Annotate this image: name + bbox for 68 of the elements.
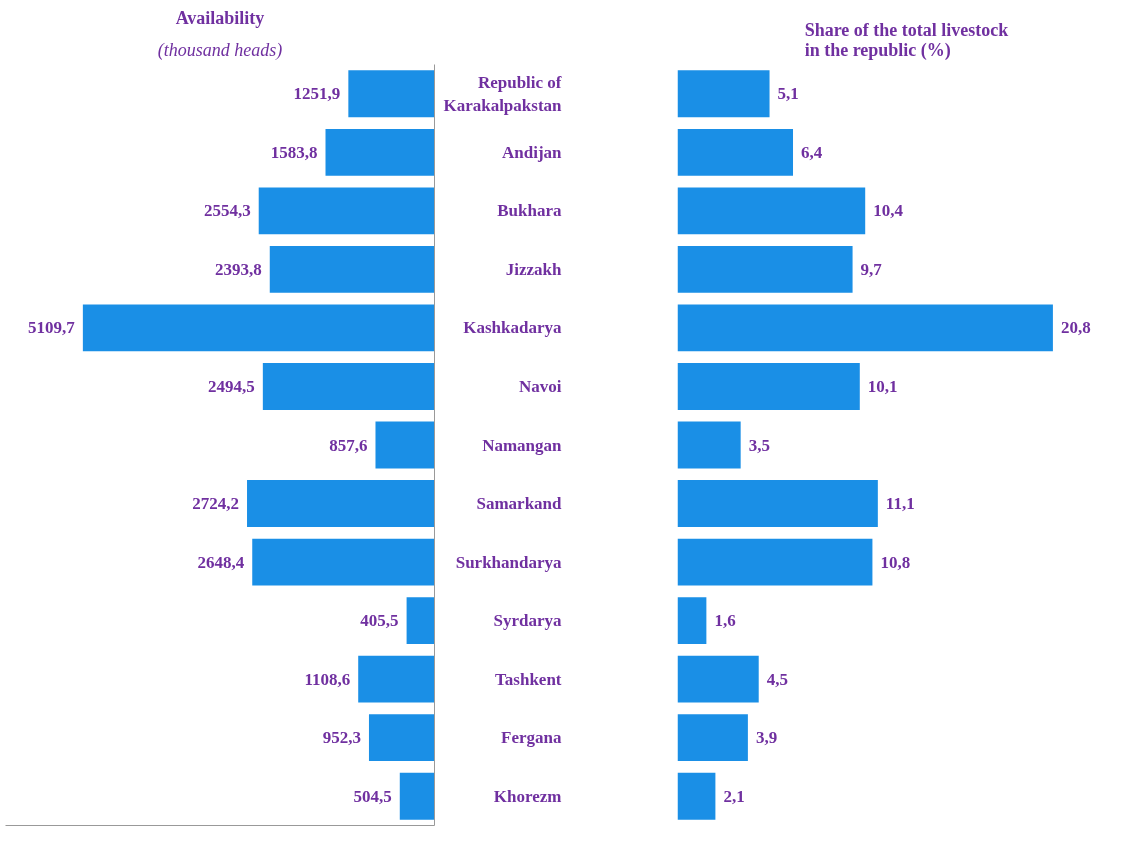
- bar: [677, 655, 759, 703]
- bar: [375, 421, 435, 469]
- y-tick-label: Namangan: [482, 435, 563, 455]
- bar: [358, 655, 435, 703]
- y-tick-label: Bukhara: [497, 201, 562, 221]
- data-label: 857,6: [329, 435, 368, 455]
- bar: [399, 772, 435, 820]
- bar: [677, 245, 853, 293]
- data-label: 3,9: [755, 728, 778, 748]
- bar: [82, 304, 435, 352]
- bar: [348, 70, 435, 118]
- y-tick-label: Andijan: [501, 142, 563, 162]
- data-label: 2648,4: [197, 552, 245, 572]
- data-label: 2554,3: [203, 201, 251, 221]
- bar: [406, 597, 435, 645]
- data-label: 1108,6: [304, 669, 351, 689]
- data-label: 1251,9: [293, 84, 341, 104]
- bar: [677, 363, 860, 410]
- bar: [252, 538, 435, 586]
- data-label: 405,5: [360, 611, 399, 631]
- y-tick-label: Kashkadarya: [463, 318, 562, 338]
- data-label: 1,6: [714, 611, 736, 631]
- data-label: 5109,7: [28, 318, 76, 338]
- y-tick-label: Jizzakh: [505, 259, 563, 279]
- chart-title: Availability: [175, 7, 265, 28]
- data-label: 10,1: [867, 376, 898, 396]
- bar: [677, 187, 866, 235]
- bar: [677, 538, 873, 586]
- bar: [262, 363, 435, 410]
- bar: [368, 714, 435, 762]
- data-label: 1583,8: [270, 142, 318, 162]
- data-label: 2724,2: [192, 494, 240, 514]
- y-tick-label: Syrdarya: [493, 611, 562, 631]
- bar: [677, 421, 741, 469]
- chart-subtitle: (thousand heads): [157, 39, 283, 61]
- data-label: 20,8: [1060, 318, 1091, 338]
- bar: [677, 480, 878, 527]
- bar: [677, 772, 716, 820]
- bar: [677, 70, 770, 118]
- y-tick-label: Khorezm: [493, 786, 562, 806]
- data-label: 4,5: [766, 669, 788, 689]
- data-label: 2494,5: [208, 376, 255, 396]
- data-label: 6,4: [801, 142, 823, 162]
- data-label: 5,1: [777, 84, 799, 104]
- bar: [677, 714, 748, 762]
- y-tick-label: Navoi: [519, 376, 562, 396]
- y-tick-label: Samarkand: [476, 494, 563, 514]
- data-label: 952,3: [322, 728, 361, 748]
- bar: [677, 128, 794, 176]
- chart-title: Share of the total livestock in the republic (%): [804, 19, 1009, 61]
- bar: [269, 245, 435, 293]
- data-label: 2,1: [723, 786, 745, 806]
- data-label: 2393,8: [215, 259, 262, 279]
- data-label: 3,5: [748, 435, 770, 455]
- y-tick-label: Fergana: [501, 728, 562, 748]
- bar: [325, 128, 435, 176]
- y-tick-label: Tashkent: [495, 669, 562, 689]
- y-tick-label: Republic of Karakalpakstan: [443, 72, 563, 115]
- bar: [258, 187, 435, 235]
- data-label: 10,4: [873, 201, 904, 221]
- bar: [247, 480, 435, 527]
- y-tick-label: Surkhandarya: [455, 552, 562, 572]
- data-label: 9,7: [860, 259, 883, 279]
- bar: [677, 304, 1053, 352]
- bar: [677, 597, 707, 645]
- data-label: 11,1: [885, 494, 915, 514]
- data-label: 504,5: [353, 786, 392, 806]
- data-label: 10,8: [880, 552, 911, 572]
